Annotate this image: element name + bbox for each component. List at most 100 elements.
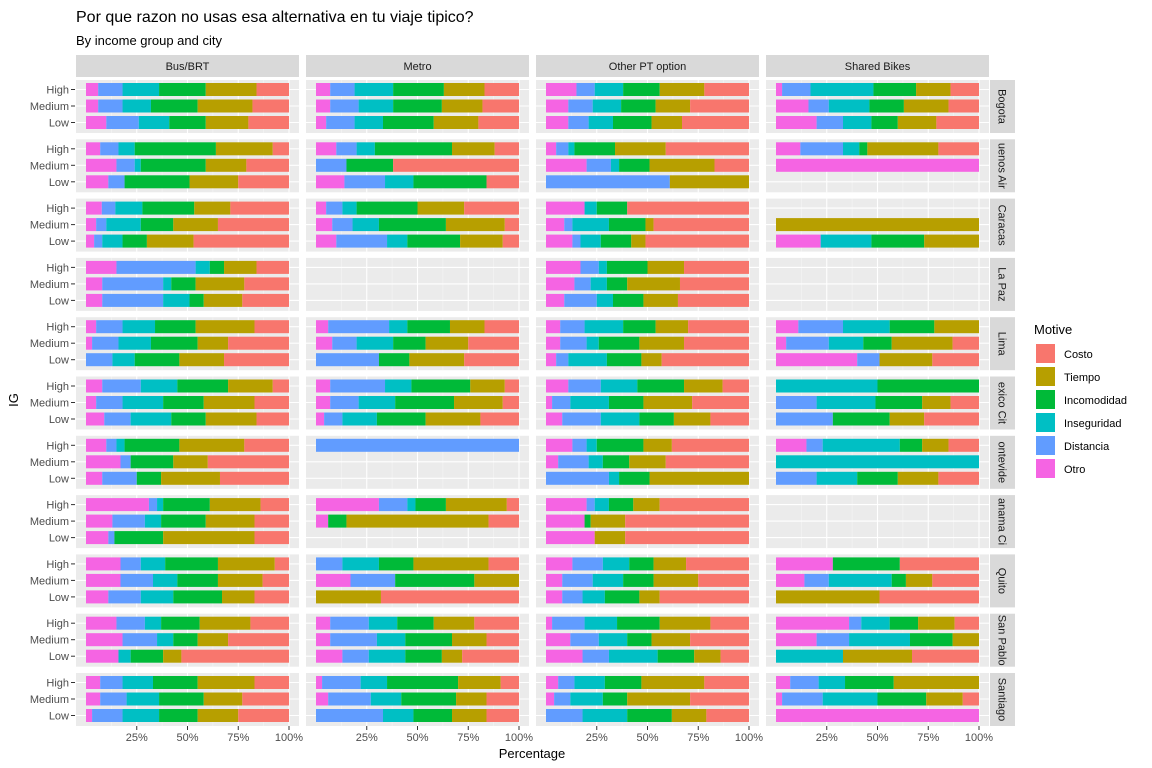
bar-buenos-aires-bus-brt-high-costo <box>272 142 289 156</box>
bar-lima-other-pt-option-low-inseguridad <box>568 353 607 367</box>
strip-label-buenos-aires: uenos Air <box>996 143 1008 189</box>
bar-lima-bus-brt-medium-costo <box>228 336 289 350</box>
ytick-lima-medium: Medium <box>30 338 69 350</box>
bar-montevideo-other-pt-option-medium-incomodidad <box>602 455 630 469</box>
bar-mexico-city-metro-medium-incomodidad <box>395 396 455 409</box>
bar-mexico-city-shared-bikes-low-distancia <box>776 412 833 426</box>
bar-quito-other-pt-option-low-inseguridad <box>582 590 605 604</box>
bar-bogota-shared-bikes-low-inseguridad <box>842 116 872 129</box>
bar-mexico-city-metro-medium-distancia <box>330 396 359 409</box>
bar-buenos-aires-bus-brt-medium-inseguridad <box>134 158 141 172</box>
bar-mexico-city-metro-high-distancia <box>330 379 386 393</box>
bar-bogota-bus-brt-high-inseguridad <box>122 83 160 96</box>
bar-quito-other-pt-option-low-distancia <box>562 590 583 604</box>
ytick-quito-low: Low <box>49 592 69 604</box>
bar-mexico-city-bus-brt-medium-incomodidad <box>163 396 204 409</box>
bar-montevideo-shared-bikes-high-distancia <box>806 438 823 452</box>
bar-la-paz-other-pt-option-high-tiempo <box>647 260 685 274</box>
bar-mexico-city-metro-low-distancia <box>324 412 343 426</box>
bar-montevideo-bus-brt-medium-otro <box>86 455 121 469</box>
bar-mexico-city-metro-low-tiempo <box>425 412 481 426</box>
bar-caracas-metro-low-distancia <box>336 234 388 248</box>
bar-bogota-bus-brt-medium-distancia <box>98 99 123 113</box>
bar-buenos-aires-metro-high-otro <box>316 142 337 156</box>
bar-caracas-bus-brt-high-inseguridad <box>115 201 143 215</box>
bar-buenos-aires-other-pt-option-medium-otro <box>546 158 587 172</box>
bar-lima-shared-bikes-low-otro <box>776 353 858 367</box>
bar-buenos-aires-other-pt-option-high-costo <box>665 142 749 156</box>
bar-mexico-city-bus-brt-low-otro <box>86 412 105 426</box>
bar-caracas-bus-brt-low-tiempo <box>146 234 194 248</box>
bar-caracas-metro-medium-inseguridad <box>352 218 379 232</box>
bar-santiago-other-pt-option-high-incomodidad <box>604 676 642 689</box>
bar-mexico-city-bus-brt-high-distancia <box>102 379 141 393</box>
bar-lima-other-pt-option-high-inseguridad <box>584 320 624 334</box>
bar-montevideo-shared-bikes-high-costo <box>948 438 979 452</box>
bar-quito-bus-brt-low-tiempo <box>222 590 255 604</box>
bar-caracas-bus-brt-medium-tiempo <box>173 218 218 232</box>
bar-buenos-aires-bus-brt-high-inseguridad <box>118 142 135 156</box>
bar-panama-city-bus-brt-low-costo <box>254 531 289 545</box>
bar-bogota-metro-high-tiempo <box>443 83 485 96</box>
bar-caracas-metro-high-costo <box>464 201 519 215</box>
bar-montevideo-shared-bikes-low-inseguridad <box>816 471 858 485</box>
bar-quito-bus-brt-medium-inseguridad <box>152 573 178 587</box>
bar-mexico-city-other-pt-option-low-distancia <box>562 412 601 426</box>
bar-mexico-city-other-pt-option-low-otro <box>546 412 563 426</box>
bar-buenos-aires-bus-brt-low-tiempo <box>189 175 239 189</box>
bar-caracas-bus-brt-low-distancia <box>94 234 103 248</box>
bar-panama-city-other-pt-option-high-incomodidad <box>608 498 634 512</box>
bar-mexico-city-bus-brt-low-distancia <box>104 412 131 426</box>
bar-buenos-aires-metro-high-costo <box>494 142 519 156</box>
bar-lima-shared-bikes-low-tiempo <box>879 353 933 367</box>
bar-bogota-bus-brt-low-costo <box>248 116 289 129</box>
bar-montevideo-other-pt-option-low-distancia <box>546 471 609 485</box>
bar-san-pablo-bus-brt-medium-costo <box>228 633 289 647</box>
bar-bogota-bus-brt-medium-otro <box>86 99 99 113</box>
bar-mexico-city-bus-brt-medium-distancia <box>96 396 123 409</box>
bar-santiago-shared-bikes-high-tiempo <box>893 676 979 689</box>
bar-montevideo-other-pt-option-medium-otro <box>546 455 559 469</box>
bar-lima-other-pt-option-medium-inseguridad <box>586 336 599 350</box>
ytick-caracas-high: High <box>46 203 69 215</box>
bar-quito-other-pt-option-low-tiempo <box>639 590 660 604</box>
bar-bogota-other-pt-option-high-incomodidad <box>623 83 660 96</box>
bar-lima-metro-high-otro <box>316 320 329 334</box>
bar-santiago-bus-brt-medium-inseguridad <box>126 692 160 706</box>
bar-san-pablo-bus-brt-high-tiempo <box>199 616 251 630</box>
bar-mexico-city-bus-brt-medium-tiempo <box>203 396 255 409</box>
bar-mexico-city-other-pt-option-low-incomodidad <box>639 412 674 426</box>
bar-san-pablo-shared-bikes-high-inseguridad <box>861 616 890 630</box>
bar-san-pablo-metro-low-costo <box>462 649 519 663</box>
bar-panama-city-other-pt-option-high-otro <box>546 498 587 512</box>
bar-buenos-aires-other-pt-option-low-tiempo <box>669 175 749 189</box>
bar-buenos-aires-bus-brt-medium-otro <box>86 158 117 172</box>
strip-label-metro: Metro <box>403 61 431 73</box>
bar-lima-other-pt-option-low-tiempo <box>641 353 662 367</box>
strip-quito <box>990 554 1015 608</box>
bar-san-pablo-bus-brt-high-inseguridad <box>144 616 162 630</box>
bar-santiago-metro-medium-tiempo <box>456 692 487 706</box>
bar-caracas-other-pt-option-low-distancia <box>572 234 581 248</box>
bar-quito-metro-medium-otro <box>316 573 351 587</box>
bar-bogota-bus-brt-low-tiempo <box>205 116 249 129</box>
bar-lima-metro-low-distancia <box>316 353 379 367</box>
bar-santiago-other-pt-option-high-otro <box>546 676 559 689</box>
bar-santiago-bus-brt-high-tiempo <box>197 676 255 689</box>
bar-caracas-bus-brt-high-distancia <box>101 201 116 215</box>
bar-bogota-other-pt-option-low-otro <box>546 116 569 129</box>
bar-san-pablo-metro-low-otro <box>316 649 343 663</box>
bar-santiago-shared-bikes-high-inseguridad <box>818 676 846 689</box>
bar-santiago-metro-medium-distancia <box>328 692 371 706</box>
bar-quito-other-pt-option-low-incomodidad <box>604 590 640 604</box>
bar-quito-bus-brt-medium-tiempo <box>217 573 263 587</box>
xtick-bus-brt-0: 25% <box>126 732 148 744</box>
bar-santiago-bus-brt-low-tiempo <box>197 709 239 722</box>
bar-montevideo-other-pt-option-medium-tiempo <box>629 455 666 469</box>
bar-bogota-other-pt-option-high-inseguridad <box>594 83 624 96</box>
bar-san-pablo-other-pt-option-high-incomodidad <box>617 616 660 630</box>
bar-montevideo-bus-brt-high-incomodidad <box>124 438 180 452</box>
ytick-bogota-low: Low <box>49 118 69 130</box>
bar-lima-shared-bikes-medium-costo <box>952 336 979 350</box>
bar-lima-shared-bikes-high-incomodidad <box>889 320 935 334</box>
